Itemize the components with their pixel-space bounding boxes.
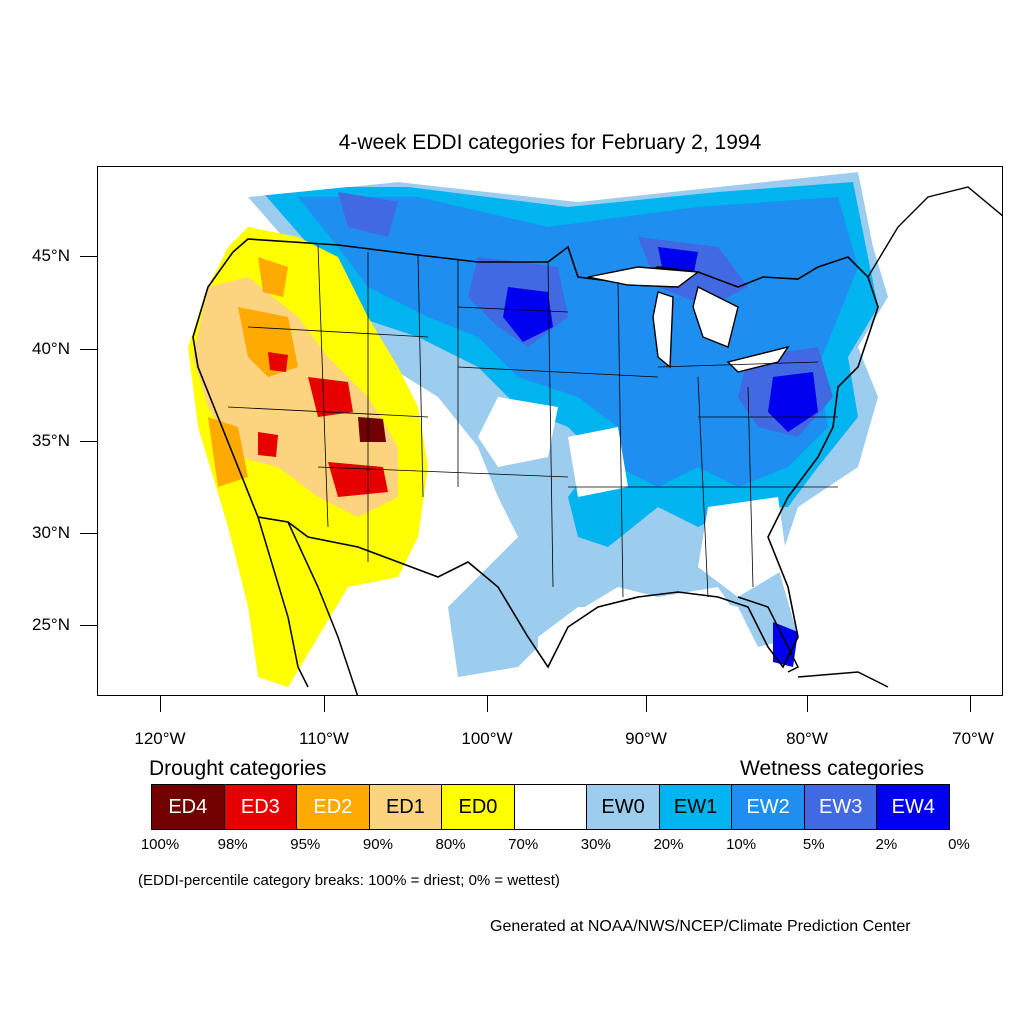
lon-label-70: 70°W: [952, 729, 994, 748]
lat-tick-30: [80, 533, 97, 534]
region-normal-c: [698, 497, 788, 597]
lake-huron: [692, 285, 739, 348]
legend-break-label: 100%: [140, 836, 180, 853]
lon-tick-70: [970, 696, 971, 712]
legend-swatch-ed2: ED2: [297, 785, 370, 829]
region-ed4: [358, 417, 386, 442]
legend-swatch-ew3: EW3: [804, 785, 878, 829]
region-ed2-c: [258, 257, 288, 297]
map-title: 4-week EDDI categories for February 2, 1…: [338, 131, 762, 154]
region-normal-b: [568, 427, 628, 497]
lat-label-40: 40°N: [32, 339, 70, 358]
lake-superior: [587, 266, 700, 288]
lat-label-35: 35°N: [32, 431, 70, 450]
legend-break-label: 10%: [726, 836, 757, 853]
canada-coast: [867, 186, 1002, 278]
map-panel: [97, 166, 1003, 696]
lake-erie: [726, 345, 790, 373]
region-normal-a: [478, 397, 558, 467]
region-ew3-d: [338, 192, 398, 237]
lon-label-80: 80°W: [786, 729, 828, 748]
region-ed3-d: [268, 352, 288, 372]
legend-break-label: 90%: [362, 836, 393, 853]
lon-tick-120: [160, 696, 161, 712]
region-ew4-a: [503, 287, 553, 342]
lon-label-100: 100°W: [461, 729, 513, 748]
lat-tick-25: [80, 625, 97, 626]
wetness-categories-title: Wetness categories: [740, 757, 925, 780]
legend-swatch-ed4: ED4: [152, 785, 225, 829]
lake-michigan: [652, 291, 674, 369]
legend-swatch-normal: [514, 785, 588, 829]
legend-break-label: 98%: [217, 836, 248, 853]
baja-coast: [257, 516, 309, 688]
lon-label-90: 90°W: [625, 729, 667, 748]
us-outline: [192, 238, 879, 669]
lon-tick-100: [487, 696, 488, 712]
legend-break-label: 80%: [435, 836, 466, 853]
lat-label-25: 25°N: [32, 615, 70, 634]
lat-tick-40: [80, 349, 97, 350]
drought-categories-title: Drought categories: [149, 757, 327, 780]
gulf-of-mexico: [538, 597, 768, 695]
legend-swatch-ed0: ED0: [442, 785, 515, 829]
region-ed2-b: [208, 417, 248, 487]
legend-note: (EDDI-percentile category breaks: 100% =…: [138, 872, 560, 889]
legend-swatch-ew2: EW2: [732, 785, 805, 829]
legend-break-label: 70%: [508, 836, 539, 853]
atlantic-ocean: [788, 228, 1002, 695]
eddi-map: [98, 167, 1002, 695]
legend-break-label: 30%: [580, 836, 611, 853]
legend-break-label: 2%: [875, 836, 898, 853]
region-ed3-b: [328, 462, 388, 497]
legend-swatch-ew1: EW1: [659, 785, 733, 829]
legend-break-label: 0%: [948, 836, 970, 853]
legend-break-label: 95%: [290, 836, 321, 853]
pacific-ocean: [98, 167, 258, 695]
lat-tick-45: [80, 256, 97, 257]
lon-tick-80: [807, 696, 808, 712]
lat-tick-35: [80, 441, 97, 442]
region-ed3-c: [258, 432, 278, 457]
mexico-coast: [287, 521, 359, 695]
region-ed3-a: [308, 377, 353, 417]
florida: [737, 596, 800, 673]
legend-break-label: 20%: [653, 836, 684, 853]
lon-label-120: 120°W: [134, 729, 186, 748]
legend-swatch-ew4: EW4: [877, 785, 950, 829]
lon-tick-90: [646, 696, 647, 712]
canada-region: [248, 167, 1002, 202]
legend-swatch-ew0: EW0: [587, 785, 660, 829]
legend-swatch-ed3: ED3: [224, 785, 298, 829]
lat-label-30: 30°N: [32, 523, 70, 542]
lon-tick-110: [324, 696, 325, 712]
lon-label-110: 110°W: [299, 729, 349, 748]
state-boundaries: [227, 244, 838, 598]
legend-swatch-ed1: ED1: [369, 785, 443, 829]
credit-line: Generated at NOAA/NWS/NCEP/Climate Predi…: [490, 918, 911, 935]
legend-colorbar: ED4 ED3 ED2 ED1 ED0 EW0 EW1 EW2 EW3 EW4: [151, 784, 950, 830]
legend-break-label: 5%: [802, 836, 825, 853]
cuba: [797, 671, 889, 688]
lat-label-45: 45°N: [32, 246, 70, 265]
